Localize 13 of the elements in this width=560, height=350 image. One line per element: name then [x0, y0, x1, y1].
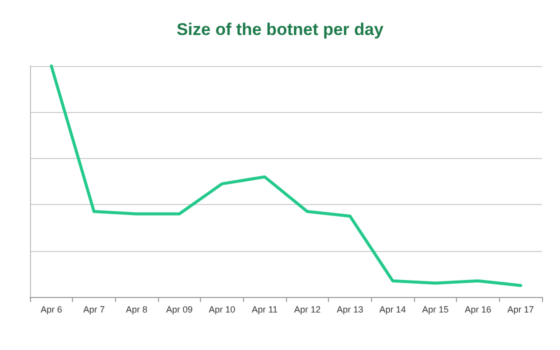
x-tick-label: Apr 7	[83, 304, 105, 314]
x-tick-label: Apr 14	[379, 304, 406, 314]
x-tick-label: Apr 10	[208, 304, 236, 314]
x-tick-label: Apr 15	[422, 304, 449, 314]
x-tick-label: Apr 13	[336, 304, 364, 314]
x-tick-label: Apr 11	[252, 304, 278, 314]
x-tick-label: Apr 8	[126, 304, 148, 314]
x-tick-label: Apr 6	[40, 304, 62, 314]
x-tick-label: Apr 16	[464, 304, 492, 314]
x-tick-label: Apr 09	[166, 304, 193, 314]
x-tick-label: Apr 12	[294, 304, 321, 314]
chart-title: Size of the botnet per day	[176, 20, 384, 39]
x-tick-label: Apr 17	[507, 304, 534, 314]
